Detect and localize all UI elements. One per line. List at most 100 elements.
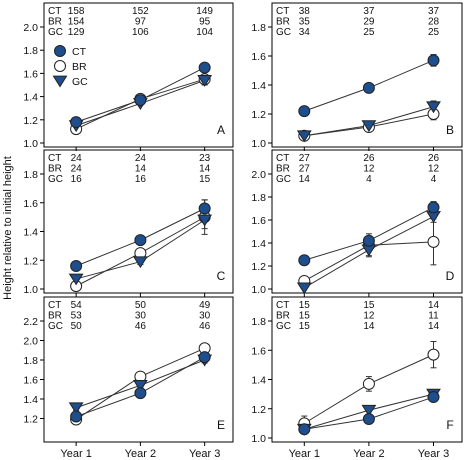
sample-size-label: BR (276, 311, 290, 322)
point-GC (68, 273, 84, 286)
y-tick-label: 1.6 (251, 215, 266, 227)
sample-size-value: 16 (135, 174, 147, 185)
point-CT (298, 423, 311, 436)
sample-size-value: 27 (299, 164, 311, 175)
panel-frame (271, 296, 463, 443)
y-tick-label: 1.2 (251, 109, 266, 121)
sample-size-value: 50 (135, 300, 147, 311)
y-tick-label: 1.2 (23, 255, 38, 267)
y-tick-label: 1.2 (23, 115, 38, 127)
sample-size-value: 14 (199, 164, 211, 175)
sample-size-value: 24 (135, 153, 147, 164)
panel-frame (43, 149, 234, 294)
y-tick-label: 1.2 (251, 261, 266, 273)
sample-size-value: 27 (299, 153, 311, 164)
panel-E: 1.2 1.4 1.6 1.8 2.0 2.2 Year 1 Year 2 Year 3 CT 54… (23, 296, 234, 460)
legend-label: CT (72, 46, 87, 58)
point-CT (362, 412, 375, 425)
panel-A: 1.0 1.2 1.4 1.6 1.8 2.0 CT 158 152 149 BR 154 97 95 GC… (23, 2, 234, 151)
sample-size-label: CT (276, 153, 289, 164)
y-tick-label: 1.4 (23, 227, 38, 239)
point-CT (70, 116, 83, 129)
point-CT (427, 391, 440, 404)
sample-size-value: 129 (68, 27, 85, 38)
y-tick-label: 1.4 (23, 92, 38, 104)
point-CT (298, 105, 311, 118)
y-tick-label: 1.6 (23, 375, 38, 387)
point-CT (362, 234, 375, 247)
sample-size-value: 12 (363, 164, 375, 175)
sample-size-label: GC (48, 174, 63, 185)
legend-marker-CT (54, 45, 66, 57)
sample-size-value: 15 (299, 321, 311, 332)
sample-size-value: 104 (196, 27, 213, 38)
sample-size-value: 97 (135, 17, 147, 28)
sample-size-label: CT (276, 6, 289, 17)
sample-size-value: 49 (199, 300, 211, 311)
panel-letter: A (217, 123, 225, 137)
y-tick-label: 2.0 (23, 22, 38, 34)
point-GC (296, 130, 312, 143)
y-tick-label: 1.0 (23, 284, 38, 296)
y-tick-label: 2.0 (23, 336, 38, 348)
panel-letter: B (446, 123, 454, 137)
point-CT (134, 234, 147, 247)
sample-size-value: 154 (68, 17, 85, 28)
panel-frame (271, 149, 463, 294)
sample-size-value: 14 (428, 321, 440, 332)
sample-size-label: CT (48, 300, 61, 311)
y-axis-label: Height relative to initial height (2, 156, 14, 300)
sample-size-label: BR (48, 311, 62, 322)
sample-size-value: 4 (366, 174, 372, 185)
point-GC (296, 282, 312, 295)
y-tick-label: 1.4 (251, 238, 266, 250)
sample-size-value: 95 (199, 17, 211, 28)
sample-size-label: CT (48, 153, 61, 164)
sample-size-value: 30 (199, 311, 211, 322)
sample-size-value: 46 (135, 321, 147, 332)
sample-size-value: 15 (363, 300, 375, 311)
sample-size-value: 14 (135, 164, 147, 175)
point-CT (70, 260, 83, 272)
x-tick-label: Year 2 (353, 448, 384, 460)
point-CT (198, 351, 211, 364)
sample-size-value: 26 (363, 153, 375, 164)
sample-size-value: 15 (199, 174, 211, 185)
sample-size-value: 15 (299, 300, 311, 311)
point-GC (197, 74, 213, 87)
y-tick-label: 1.2 (23, 414, 38, 426)
y-tick-label: 1.0 (251, 138, 266, 150)
point-CT (70, 410, 83, 423)
sample-size-value: 50 (71, 321, 83, 332)
y-tick-label: 1.8 (23, 45, 38, 57)
sample-size-value: 12 (428, 164, 440, 175)
sample-size-value: 24 (71, 164, 83, 175)
panel-D: 1.0 1.2 1.4 1.6 1.8 2.0 CT 27 26 26 BR 27 12 12 GC 14 4 4… (251, 149, 463, 297)
sample-size-value: 16 (71, 174, 83, 185)
y-tick-label: 1.8 (23, 355, 38, 367)
y-tick-label: 1.8 (251, 22, 266, 34)
sample-size-value: 54 (71, 300, 83, 311)
y-tick-label: 1.0 (23, 138, 38, 150)
sample-size-value: 34 (299, 27, 311, 38)
x-tick-label: Year 1 (60, 448, 91, 460)
sample-size-value: 11 (428, 311, 439, 322)
sample-size-value: 152 (132, 6, 149, 17)
x-tick-label: Year 3 (418, 448, 449, 460)
panel-frame (271, 2, 463, 148)
sample-size-value: 37 (363, 6, 375, 17)
point-CT (134, 94, 147, 107)
panel-frame (43, 296, 234, 443)
sample-size-value: 25 (363, 27, 375, 38)
point-CT (298, 254, 311, 267)
sample-size-value: 53 (71, 311, 83, 322)
sample-size-value: 26 (428, 153, 440, 164)
point-GC (426, 101, 441, 114)
sample-size-label: GC (276, 27, 291, 38)
panel-letter: E (217, 418, 225, 432)
y-tick-label: 1.6 (23, 198, 38, 210)
y-tick-label: 1.0 (251, 284, 266, 296)
sample-size-value: 25 (428, 27, 440, 38)
sample-size-value: 14 (363, 321, 375, 332)
y-tick-label: 1.4 (251, 80, 266, 92)
